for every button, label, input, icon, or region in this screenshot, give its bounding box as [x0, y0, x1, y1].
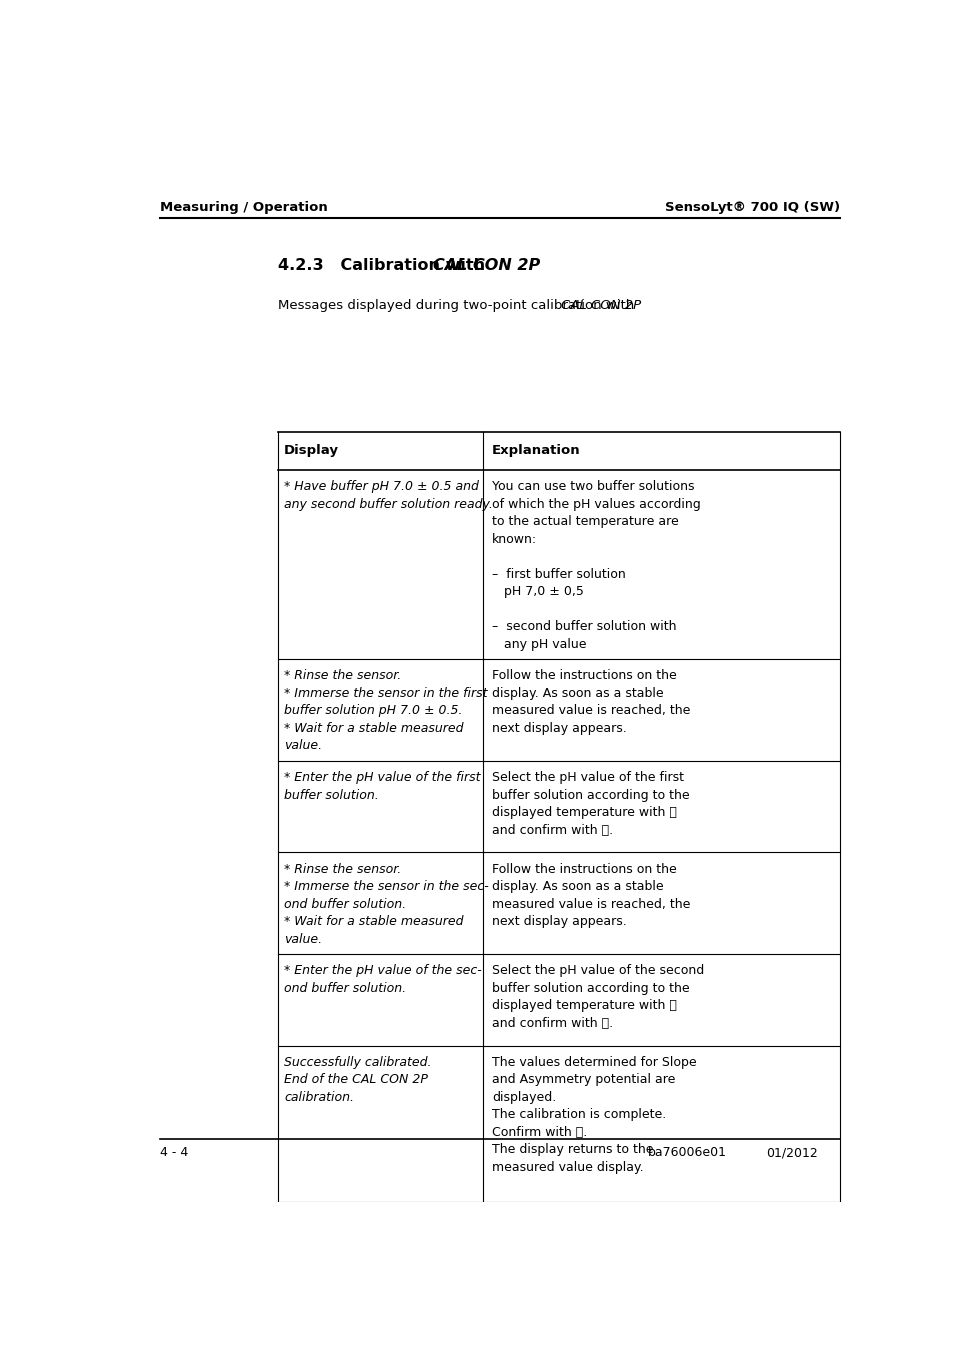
Text: * Rinse the sensor.
* Immerse the sensor in the first
buffer solution pH 7.0 ± 0: * Rinse the sensor. * Immerse the sensor… [284, 670, 487, 752]
Text: You can use two buffer solutions
of which the pH values according
to the actual : You can use two buffer solutions of whic… [492, 481, 700, 651]
Text: SensoLyt® 700 IQ (SW): SensoLyt® 700 IQ (SW) [664, 201, 840, 215]
Text: CAL CON 2P: CAL CON 2P [560, 298, 640, 312]
Text: CAL CON 2P: CAL CON 2P [433, 258, 540, 274]
Text: Explanation: Explanation [492, 444, 580, 458]
Text: Display: Display [284, 444, 338, 458]
Text: ba76006e01: ba76006e01 [647, 1146, 726, 1160]
Text: 4 - 4: 4 - 4 [160, 1146, 188, 1160]
Text: 01/2012: 01/2012 [765, 1146, 817, 1160]
Text: * Enter the pH value of the first
buffer solution.: * Enter the pH value of the first buffer… [284, 771, 480, 802]
Text: * Rinse the sensor.
* Immerse the sensor in the sec-
ond buffer solution.
* Wait: * Rinse the sensor. * Immerse the sensor… [284, 863, 488, 945]
Text: Messages displayed during two-point calibration with: Messages displayed during two-point cali… [278, 298, 639, 312]
Text: * Enter the pH value of the sec-
ond buffer solution.: * Enter the pH value of the sec- ond buf… [284, 964, 481, 995]
Text: The values determined for Slope
and Asymmetry potential are
displayed.
The calib: The values determined for Slope and Asym… [492, 1056, 696, 1174]
Text: 4.2.3   Calibration with: 4.2.3 Calibration with [278, 258, 491, 274]
Text: Select the pH value of the first
buffer solution according to the
displayed temp: Select the pH value of the first buffer … [492, 771, 689, 837]
Text: Follow the instructions on the
display. As soon as a stable
measured value is re: Follow the instructions on the display. … [492, 863, 690, 927]
Text: Successfully calibrated.
End of the CAL CON 2P
calibration.: Successfully calibrated. End of the CAL … [284, 1056, 431, 1104]
Text: * Have buffer pH 7.0 ± 0.5 and
any second buffer solution ready.: * Have buffer pH 7.0 ± 0.5 and any secon… [284, 481, 493, 510]
Text: Select the pH value of the second
buffer solution according to the
displayed tem: Select the pH value of the second buffer… [492, 964, 703, 1030]
Text: Follow the instructions on the
display. As soon as a stable
measured value is re: Follow the instructions on the display. … [492, 670, 690, 734]
Text: Measuring / Operation: Measuring / Operation [160, 201, 327, 215]
